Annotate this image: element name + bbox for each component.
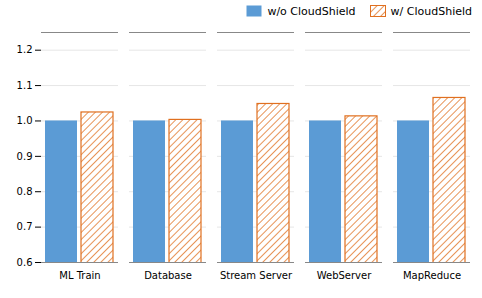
svg-text:0.8: 0.8 xyxy=(17,186,33,197)
svg-text:Stream Server: Stream Server xyxy=(220,270,293,281)
svg-text:ML Train: ML Train xyxy=(59,270,100,281)
svg-text:0.7: 0.7 xyxy=(17,221,33,232)
svg-text:MapReduce: MapReduce xyxy=(403,270,461,281)
html-text:w/o CloudShield: w/o CloudShield xyxy=(267,4,356,18)
svg-text:0.6: 0.6 xyxy=(17,257,33,268)
svg-text:1.2: 1.2 xyxy=(17,44,33,55)
html-text:w/ CloudShield: w/ CloudShield xyxy=(390,4,472,18)
svg-text:Database: Database xyxy=(144,270,192,281)
svg-text:1.0: 1.0 xyxy=(17,115,33,126)
svg-text:WebServer: WebServer xyxy=(317,270,372,281)
svg-text:1.1: 1.1 xyxy=(17,80,33,91)
svg-text:0.9: 0.9 xyxy=(17,151,33,162)
